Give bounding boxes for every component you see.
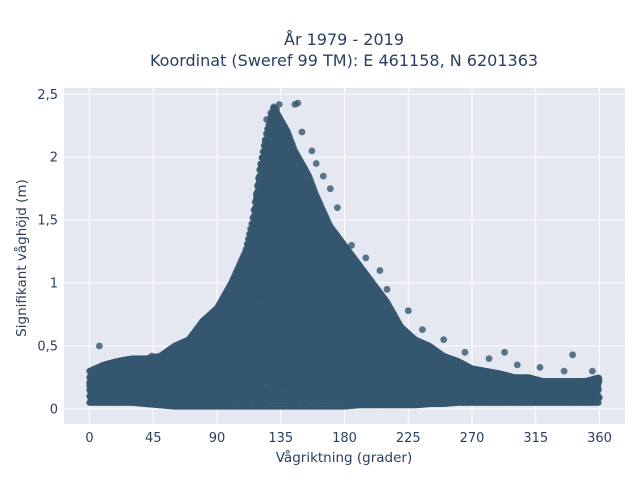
chart-title-line1: År 1979 - 2019 — [284, 30, 404, 49]
chart-title-line2: Koordinat (Sweref 99 TM): E 461158, N 62… — [150, 51, 538, 70]
data-points-layer — [86, 99, 603, 410]
